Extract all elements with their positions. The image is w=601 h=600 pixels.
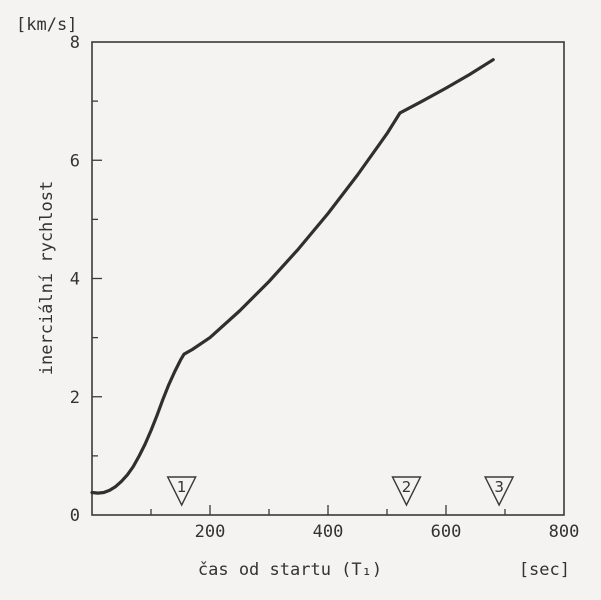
- stage-marker-label: 3: [494, 478, 504, 496]
- stage-marker-2: 2: [391, 476, 422, 507]
- y-axis-label: inerciální rychlost: [37, 181, 57, 375]
- stage-markers: 1 2 3: [166, 476, 515, 507]
- x-axis-label: čas od startu (T₁): [198, 560, 382, 580]
- y-tick-label: 6: [70, 151, 80, 171]
- y-tick-label: 8: [70, 33, 80, 53]
- triangle-marker-icon: [391, 476, 422, 507]
- y-tick-label: 0: [70, 506, 80, 526]
- plot-frame: [91, 41, 565, 516]
- x-tick-label: 200: [195, 522, 226, 542]
- triangle-marker-icon: [483, 476, 515, 507]
- x-tick-label: 400: [313, 522, 344, 542]
- velocity-series-line: [90, 58, 495, 495]
- axis-ticks: [92, 100, 506, 515]
- y-tick-label: 4: [70, 270, 80, 290]
- triangle-marker-icon: [166, 476, 197, 507]
- stage-marker-3: 3: [483, 476, 515, 507]
- y-unit-label: [km/s]: [16, 15, 77, 35]
- tick-labels: 200 400 600 800 0 2 4 6 8: [70, 33, 580, 542]
- y-tick-label: 2: [70, 388, 80, 408]
- x-tick-label: 600: [431, 522, 462, 542]
- stage-marker-label: 2: [402, 478, 412, 496]
- stage-marker-label: 1: [177, 478, 187, 496]
- x-unit-label: [sec]: [519, 560, 570, 580]
- stage-marker-1: 1: [166, 476, 197, 507]
- x-tick-label: 800: [549, 522, 580, 542]
